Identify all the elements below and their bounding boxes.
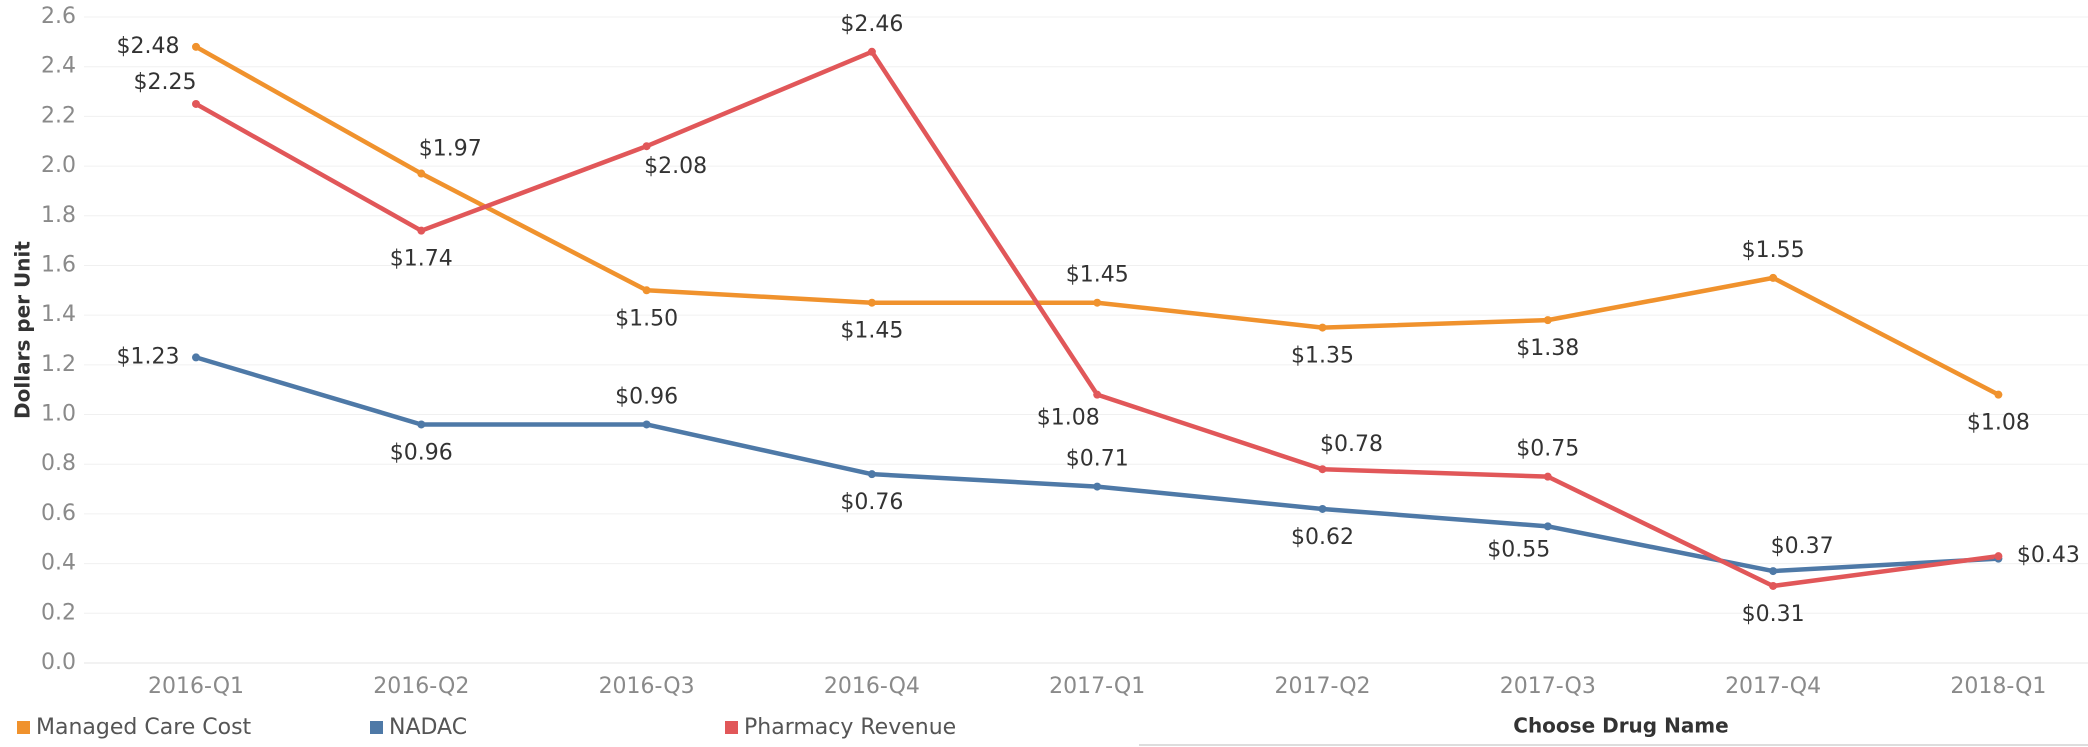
point: [1769, 581, 1778, 590]
point: [1994, 552, 2003, 561]
legend-label: NADAC: [389, 715, 467, 740]
filter-title[interactable]: Choose Drug Name: [1513, 714, 1728, 738]
y-tick-label: 2.6: [41, 4, 76, 29]
point: [417, 226, 426, 235]
y-tick-label: 0.6: [41, 501, 76, 526]
y-tick-label: 0.4: [41, 551, 76, 576]
point: [192, 99, 200, 108]
y-tick-label: 2.4: [41, 54, 76, 79]
x-tick-label: 2017-Q1: [1049, 674, 1145, 699]
data-label: $2.46: [840, 12, 903, 37]
data-label: $0.71: [1066, 447, 1129, 472]
point: [867, 298, 876, 307]
point: [1994, 390, 2003, 399]
point: [1318, 465, 1327, 474]
y-tick-label: 0.2: [41, 600, 76, 625]
data-label: $0.78: [1320, 432, 1383, 457]
legend-label: Pharmacy Revenue: [744, 715, 956, 740]
series-line: [194, 49, 1999, 589]
point: [642, 142, 651, 151]
point: [1769, 273, 1778, 282]
data-label: $2.08: [644, 154, 707, 179]
point: [192, 353, 200, 362]
point: [1318, 323, 1327, 332]
point: [192, 42, 200, 51]
point: [642, 286, 651, 295]
data-label: $1.08: [1037, 406, 1100, 431]
series-line: [194, 44, 2000, 397]
y-tick-label: 1.2: [41, 352, 76, 377]
legend-swatch: [17, 721, 30, 734]
x-tick-label: 2016-Q2: [373, 674, 469, 699]
point: [417, 420, 426, 429]
data-label: $1.35: [1291, 344, 1354, 369]
data-label: $2.48: [117, 34, 180, 59]
x-tick-label: 2016-Q3: [599, 674, 695, 699]
legend-swatch: [370, 721, 383, 734]
data-label: $0.96: [615, 384, 678, 409]
y-axis-title: Dollars per Unit: [11, 241, 35, 419]
point: [417, 169, 426, 178]
legend-label: Managed Care Cost: [36, 715, 252, 740]
y-tick-label: 1.6: [41, 252, 76, 277]
point: [1543, 522, 1552, 531]
data-label: $0.55: [1487, 537, 1550, 562]
point: [867, 47, 876, 56]
point: [1093, 390, 1102, 399]
data-label: $1.08: [1967, 411, 2030, 436]
data-label: $1.45: [1066, 263, 1129, 288]
data-label: $0.75: [1516, 437, 1579, 462]
data-label: $0.31: [1742, 602, 1805, 627]
data-label: $1.23: [117, 344, 180, 369]
data-label: $0.96: [390, 440, 453, 465]
data-label: $0.43: [2017, 543, 2080, 568]
point: [867, 470, 876, 479]
y-tick-label: 2.0: [41, 153, 76, 178]
data-label: $2.25: [134, 70, 197, 95]
y-tick-label: 0.0: [41, 650, 76, 675]
x-tick-label: 2016-Q4: [824, 674, 920, 699]
data-label: $1.74: [390, 247, 453, 272]
y-tick-label: 2.2: [41, 103, 76, 128]
point: [1093, 482, 1102, 491]
data-label: $0.37: [1771, 534, 1834, 559]
data-label: $1.97: [419, 137, 482, 162]
x-tick-label: 2018-Q1: [1950, 674, 2046, 699]
point: [1543, 472, 1552, 481]
x-tick-label: 2016-Q1: [148, 674, 244, 699]
y-tick-label: 1.4: [41, 302, 76, 327]
data-label: $1.38: [1516, 336, 1579, 361]
data-label: $1.50: [615, 306, 678, 331]
data-label: $1.45: [840, 319, 903, 344]
point: [1543, 316, 1552, 325]
y-tick-label: 1.0: [41, 402, 76, 427]
point: [642, 420, 651, 429]
x-tick-label: 2017-Q4: [1725, 674, 1821, 699]
point: [1318, 504, 1327, 513]
data-label: $1.55: [1742, 238, 1805, 263]
point: [1093, 298, 1102, 307]
legend-swatch: [725, 721, 738, 734]
x-tick-label: 2017-Q3: [1500, 674, 1596, 699]
y-tick-label: 0.8: [41, 451, 76, 476]
point: [1769, 567, 1778, 576]
data-label: $0.62: [1291, 525, 1354, 550]
y-tick-label: 1.8: [41, 203, 76, 228]
x-tick-label: 2017-Q2: [1274, 674, 1370, 699]
data-label: $0.76: [840, 490, 903, 515]
